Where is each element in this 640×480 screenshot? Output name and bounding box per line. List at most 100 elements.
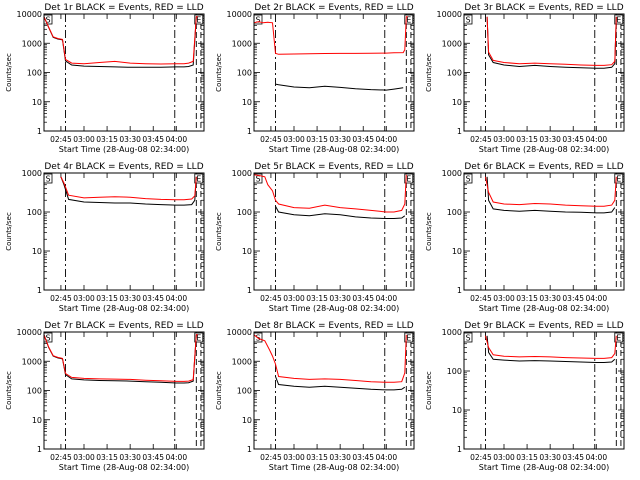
y-axis-label: Counts/sec: [425, 371, 433, 410]
x-tick-label: 03:30: [329, 453, 351, 462]
y-tick-label: 100: [447, 367, 462, 376]
panel-title: Det 1r BLACK = Events, RED = LLD: [44, 3, 203, 13]
x-tick-label: 03:45: [142, 135, 164, 144]
x-tick-label: 02:45: [50, 135, 72, 144]
s-marker-label: S: [465, 175, 470, 184]
y-axis-label: Counts/sec: [425, 212, 433, 251]
x-tick-label: 03:15: [516, 135, 538, 144]
y-tick-label: 10000: [227, 328, 252, 337]
x-tick-label: 03:30: [329, 135, 351, 144]
x-tick-label: 03:15: [516, 294, 538, 303]
e-marker-label: E: [406, 334, 411, 343]
series-lld-line: [60, 176, 197, 201]
x-tick-label: 03:00: [283, 453, 305, 462]
y-tick-label: 10: [32, 98, 42, 107]
e-marker-box: [194, 14, 204, 25]
y-tick-label: 10: [452, 98, 462, 107]
x-axis-label: Start Time (28-Aug-08 02:34:00): [59, 463, 190, 472]
s-marker-label: S: [45, 334, 50, 343]
x-tick-label: 03:30: [119, 135, 141, 144]
x-tick-label: 04:00: [375, 453, 397, 462]
panel-det-6: Det 6r BLACK = Events, RED = LLD 1 10 100 10…: [425, 162, 625, 313]
y-tick-label: 10: [32, 247, 42, 256]
x-axis-label: Start Time (28-Aug-08 02:34:00): [59, 145, 190, 154]
e-marker-label: E: [196, 16, 201, 25]
x-tick-label: 03:45: [352, 135, 374, 144]
x-tick-label: 02:45: [260, 294, 282, 303]
e-marker-box: [614, 14, 624, 25]
plot-frame: [463, 172, 625, 291]
y-tick-label: 1: [247, 127, 252, 136]
panel-title: Det 2r BLACK = Events, RED = LLD: [254, 3, 413, 13]
x-tick-label: 03:45: [562, 135, 584, 144]
y-axis-label: Counts/sec: [5, 371, 13, 410]
series-events-line: [486, 335, 616, 363]
series-lld-line: [44, 334, 198, 382]
y-tick-label: 100: [447, 69, 462, 78]
y-tick-label: 1000: [22, 357, 42, 366]
e-marker-label: E: [616, 16, 621, 25]
y-tick-label: 10: [242, 98, 252, 107]
x-tick-label: 03:00: [283, 294, 305, 303]
x-tick-label: 03:30: [119, 294, 141, 303]
x-tick-label: 03:00: [493, 453, 515, 462]
x-tick-label: 03:30: [329, 294, 351, 303]
x-tick-label: 04:00: [165, 453, 187, 462]
y-axis-label: Counts/sec: [215, 371, 223, 410]
plot-frame: [463, 331, 625, 450]
plot-frame: [253, 172, 415, 291]
panel-title: Det 3r BLACK = Events, RED = LLD: [464, 3, 623, 13]
series-lld-line: [485, 176, 617, 207]
series-events-line: [275, 206, 406, 219]
e-marker-label: E: [406, 175, 411, 184]
x-tick-label: 02:45: [470, 135, 492, 144]
y-tick-label: 10: [452, 247, 462, 256]
e-marker-box: [194, 332, 204, 343]
x-tick-label: 03:00: [73, 294, 95, 303]
s-marker-label: S: [465, 334, 470, 343]
y-tick-label: 1: [247, 286, 252, 295]
y-tick-label: 10: [32, 416, 42, 425]
x-tick-label: 03:15: [306, 135, 328, 144]
plot-frame: [43, 13, 205, 132]
e-marker-label: E: [406, 16, 411, 25]
x-tick-label: 04:00: [375, 294, 397, 303]
x-tick-label: 03:30: [539, 294, 561, 303]
x-tick-label: 03:45: [142, 453, 164, 462]
y-tick-label: 1: [247, 445, 252, 454]
panel-det-9: Det 9r BLACK = Events, RED = LLD 1 10 100 10…: [425, 321, 625, 472]
y-tick-label: 1000: [442, 169, 462, 178]
x-tick-label: 04:00: [165, 294, 187, 303]
y-tick-label: 100: [237, 208, 252, 217]
x-tick-label: 03:00: [493, 294, 515, 303]
x-tick-label: 03:45: [352, 294, 374, 303]
e-marker-label: E: [196, 175, 201, 184]
panel-title: Det 6r BLACK = Events, RED = LLD: [464, 162, 623, 172]
panel-det-8: Det 8r BLACK = Events, RED = LLD 1 10 100 10…: [215, 321, 415, 472]
y-tick-label: 100: [237, 387, 252, 396]
x-tick-label: 03:15: [96, 135, 118, 144]
s-marker-label: S: [45, 175, 50, 184]
x-axis-label: Start Time (28-Aug-08 02:34:00): [59, 304, 190, 313]
x-tick-label: 04:00: [375, 135, 397, 144]
panel-det-5: Det 5r BLACK = Events, RED = LLD 1 10 100 10…: [215, 162, 415, 313]
y-tick-label: 1000: [442, 328, 462, 337]
panel-title: Det 8r BLACK = Events, RED = LLD: [254, 321, 413, 331]
e-marker-label: E: [616, 334, 621, 343]
x-tick-label: 03:30: [539, 453, 561, 462]
series-lld-line: [44, 16, 198, 65]
y-tick-label: 1: [37, 127, 42, 136]
x-tick-label: 04:00: [585, 135, 607, 144]
series-lld-line: [485, 335, 617, 359]
y-tick-label: 100: [447, 208, 462, 217]
y-tick-label: 1: [457, 286, 462, 295]
x-tick-label: 04:00: [585, 294, 607, 303]
y-tick-label: 1000: [232, 169, 252, 178]
y-tick-label: 10000: [17, 328, 42, 337]
panel-det-7: Det 7r BLACK = Events, RED = LLD 1 10 100 10…: [5, 321, 205, 472]
x-tick-label: 02:45: [50, 453, 72, 462]
series-events-line: [486, 176, 616, 214]
x-tick-label: 03:30: [539, 135, 561, 144]
y-axis-label: Counts/sec: [5, 212, 13, 251]
